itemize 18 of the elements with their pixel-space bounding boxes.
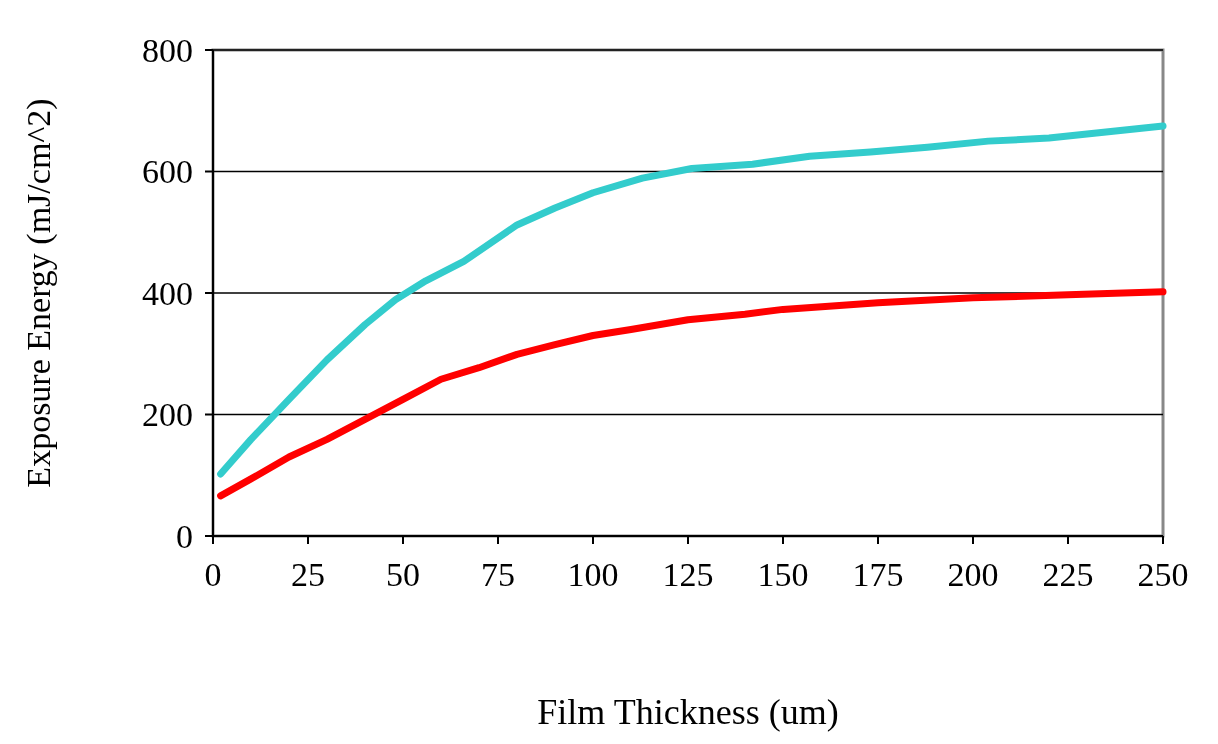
x-tick-label: 125 bbox=[662, 556, 714, 593]
x-tick-label: 100 bbox=[567, 556, 619, 593]
y-axis-title: Exposure Energy (mJ/cm^2) bbox=[20, 98, 58, 488]
x-tick-label: 225 bbox=[1042, 556, 1094, 593]
y-tick-label: 400 bbox=[142, 274, 193, 312]
x-tick-label: 175 bbox=[852, 556, 904, 593]
x-tick-label: 250 bbox=[1137, 556, 1189, 593]
x-tick-label: 50 bbox=[386, 556, 420, 593]
x-tick-label: 0 bbox=[204, 556, 222, 593]
x-tick-label: 200 bbox=[947, 556, 999, 593]
x-tick-label: 150 bbox=[757, 556, 809, 593]
y-tick-label: 600 bbox=[142, 153, 193, 191]
y-tick-label: 200 bbox=[142, 396, 193, 434]
x-axis-title: Film Thickness (um) bbox=[537, 692, 839, 732]
y-tick-label: 800 bbox=[142, 31, 193, 69]
x-tick-label: 25 bbox=[291, 556, 325, 593]
x-tick-label: 75 bbox=[481, 556, 515, 593]
y-tick-label: 0 bbox=[176, 517, 193, 555]
